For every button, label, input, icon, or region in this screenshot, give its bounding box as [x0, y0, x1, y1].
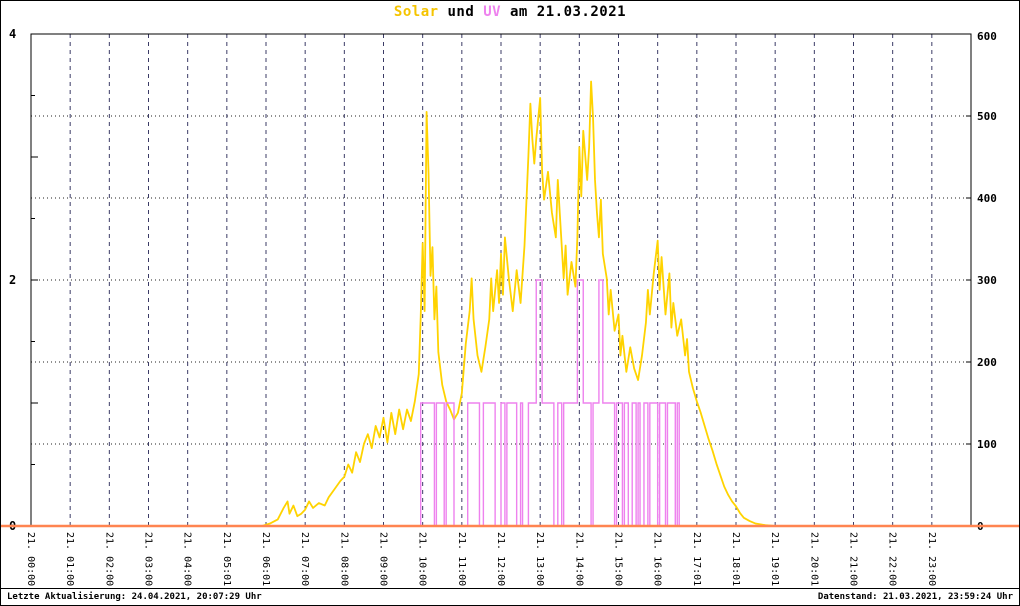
x-axis-label: 21. 07:00	[299, 532, 310, 586]
right-axis-label: 600	[977, 30, 997, 43]
x-axis-label: 21. 21:00	[848, 532, 859, 586]
footer-bar: Letzte Aktualisierung: 24.04.2021, 20:07…	[1, 588, 1019, 605]
last-update-text: Letzte Aktualisierung: 24.04.2021, 20:07…	[7, 592, 262, 602]
x-axis-label: 21. 18:01	[730, 532, 741, 586]
title-uv-label: UV	[483, 4, 502, 20]
right-axis-label: 500	[977, 110, 997, 123]
x-axis-label: 21. 12:00	[495, 532, 506, 586]
chart-title: Solar und UV am 21.03.2021	[1, 4, 1019, 20]
x-axis-label: 21. 23:00	[926, 532, 937, 586]
x-axis-label: 21. 09:00	[378, 532, 389, 586]
x-axis-label: 21. 11:00	[456, 532, 467, 586]
x-axis-label: 21. 08:00	[338, 532, 349, 586]
right-axis-label: 300	[977, 274, 997, 287]
x-axis-label: 21. 19:01	[769, 532, 780, 586]
x-axis-label: 21. 02:00	[103, 532, 114, 586]
x-axis-label: 21. 15:00	[613, 532, 624, 586]
title-solar-label: Solar	[393, 4, 439, 20]
x-axis-label: 21. 14:00	[573, 532, 584, 586]
left-axis-label: 4	[9, 27, 16, 41]
x-axis-label: 21. 20:01	[808, 532, 819, 586]
x-axis-label: 21. 13:00	[534, 532, 545, 586]
title-und-label: und	[438, 4, 484, 20]
x-axis-label: 21. 16:00	[652, 532, 663, 586]
title-date-label: am 21.03.2021	[501, 4, 627, 20]
x-axis-label: 21. 03:00	[143, 532, 154, 586]
x-axis-label: 21. 22:00	[887, 532, 898, 586]
x-axis-label: 21. 04:00	[182, 532, 193, 586]
right-axis-label: 100	[977, 438, 997, 451]
right-axis-label: 200	[977, 356, 997, 369]
x-axis-label: 21. 05:01	[221, 532, 232, 586]
solar-line	[30, 80, 972, 527]
x-axis-label: 21. 06:01	[260, 532, 271, 586]
x-axis-label: 21. 10:00	[417, 532, 428, 586]
x-axis-label: 21. 00:00	[25, 532, 36, 586]
left-axis-label: 2	[9, 273, 16, 287]
x-axis-label: 21. 17:01	[691, 532, 702, 586]
right-axis-label: 400	[977, 192, 997, 205]
x-axis-label: 21. 01:00	[64, 532, 75, 586]
data-timestamp-text: Datenstand: 21.03.2021, 23:59:24 Uhr	[817, 592, 1013, 602]
